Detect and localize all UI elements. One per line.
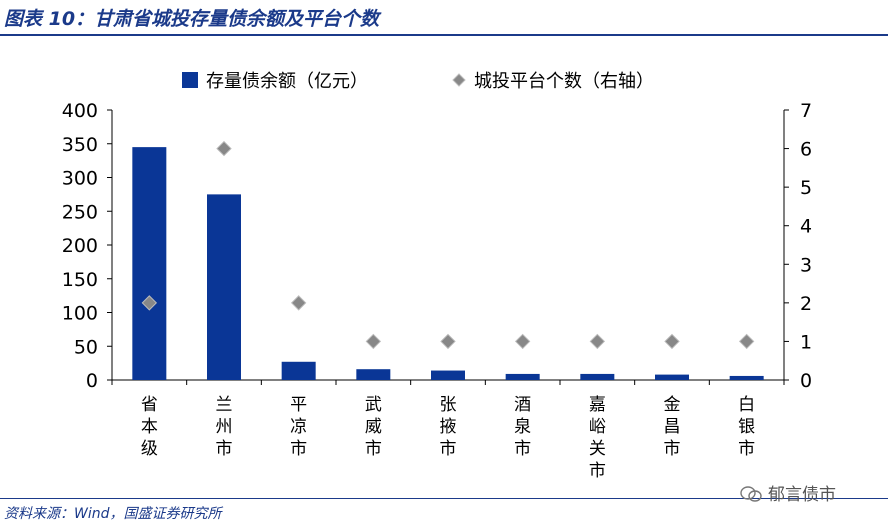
category-label: 平凉市 [290,395,307,459]
category-label: 省本级 [141,395,158,459]
right-tick-label: 2 [800,293,812,315]
bar [431,370,465,380]
source-rule [0,498,888,499]
category-label: 张掖市 [440,395,457,459]
left-tick-label: 150 [62,269,98,291]
right-tick-label: 0 [800,370,812,392]
bar [580,373,615,380]
bar [655,374,689,380]
marker-point [216,140,232,157]
marker-point [738,333,755,350]
left-tick-label: 400 [62,100,98,122]
figure-title: 图表 10：甘肃省城投存量债余额及平台个数 [4,8,380,30]
category-label: 金昌市 [664,395,681,459]
right-tick-label: 6 [800,139,812,161]
wechat-icon [740,486,762,502]
bar [356,369,391,380]
right-tick-label: 4 [800,216,812,238]
marker-point [514,333,531,350]
marker-point [440,333,456,350]
left-tick-label: 250 [62,201,98,223]
legend-bar-label: 存量债余额（亿元） [206,71,368,92]
left-tick-label: 350 [62,134,98,156]
figure-source: 资料来源：Wind，国盛证券研究所 [4,506,222,522]
marker-point [141,295,158,311]
left-tick-label: 300 [62,168,98,190]
chart: 0 50 100 150 200 250 300 350 400 0 1 2 3 4 5 6 7 省本级 兰州市 平凉… [62,71,812,481]
category-label: 酒泉市 [514,395,531,459]
marker-point [589,333,606,350]
category-label: 武威市 [365,395,382,459]
left-tick-label: 0 [86,370,98,392]
bar [132,147,167,380]
right-tick-label: 7 [800,100,812,122]
legend-bar-swatch [182,72,198,88]
watermark: 郁言债市 [740,480,836,505]
bar [281,361,316,380]
right-tick-label: 3 [800,254,812,276]
legend-marker-swatch [452,73,466,87]
left-tick-label: 50 [74,336,98,358]
bar [505,373,540,380]
category-label: 兰州市 [216,395,233,459]
marker-point [290,295,307,311]
right-tick-label: 1 [800,331,812,353]
legend-marker-label: 城投平台个数（右轴） [474,71,654,92]
category-label: 嘉峪关市 [589,395,606,481]
left-tick-label: 100 [62,303,98,325]
category-label: 白银市 [738,395,755,459]
right-tick-label: 5 [800,177,812,199]
marker-point [365,333,382,350]
left-tick-label: 200 [62,235,98,257]
bar [729,375,764,380]
marker-point [664,333,680,350]
title-rule [0,34,888,36]
watermark-text: 郁言债市 [768,485,836,505]
bar [207,194,241,380]
